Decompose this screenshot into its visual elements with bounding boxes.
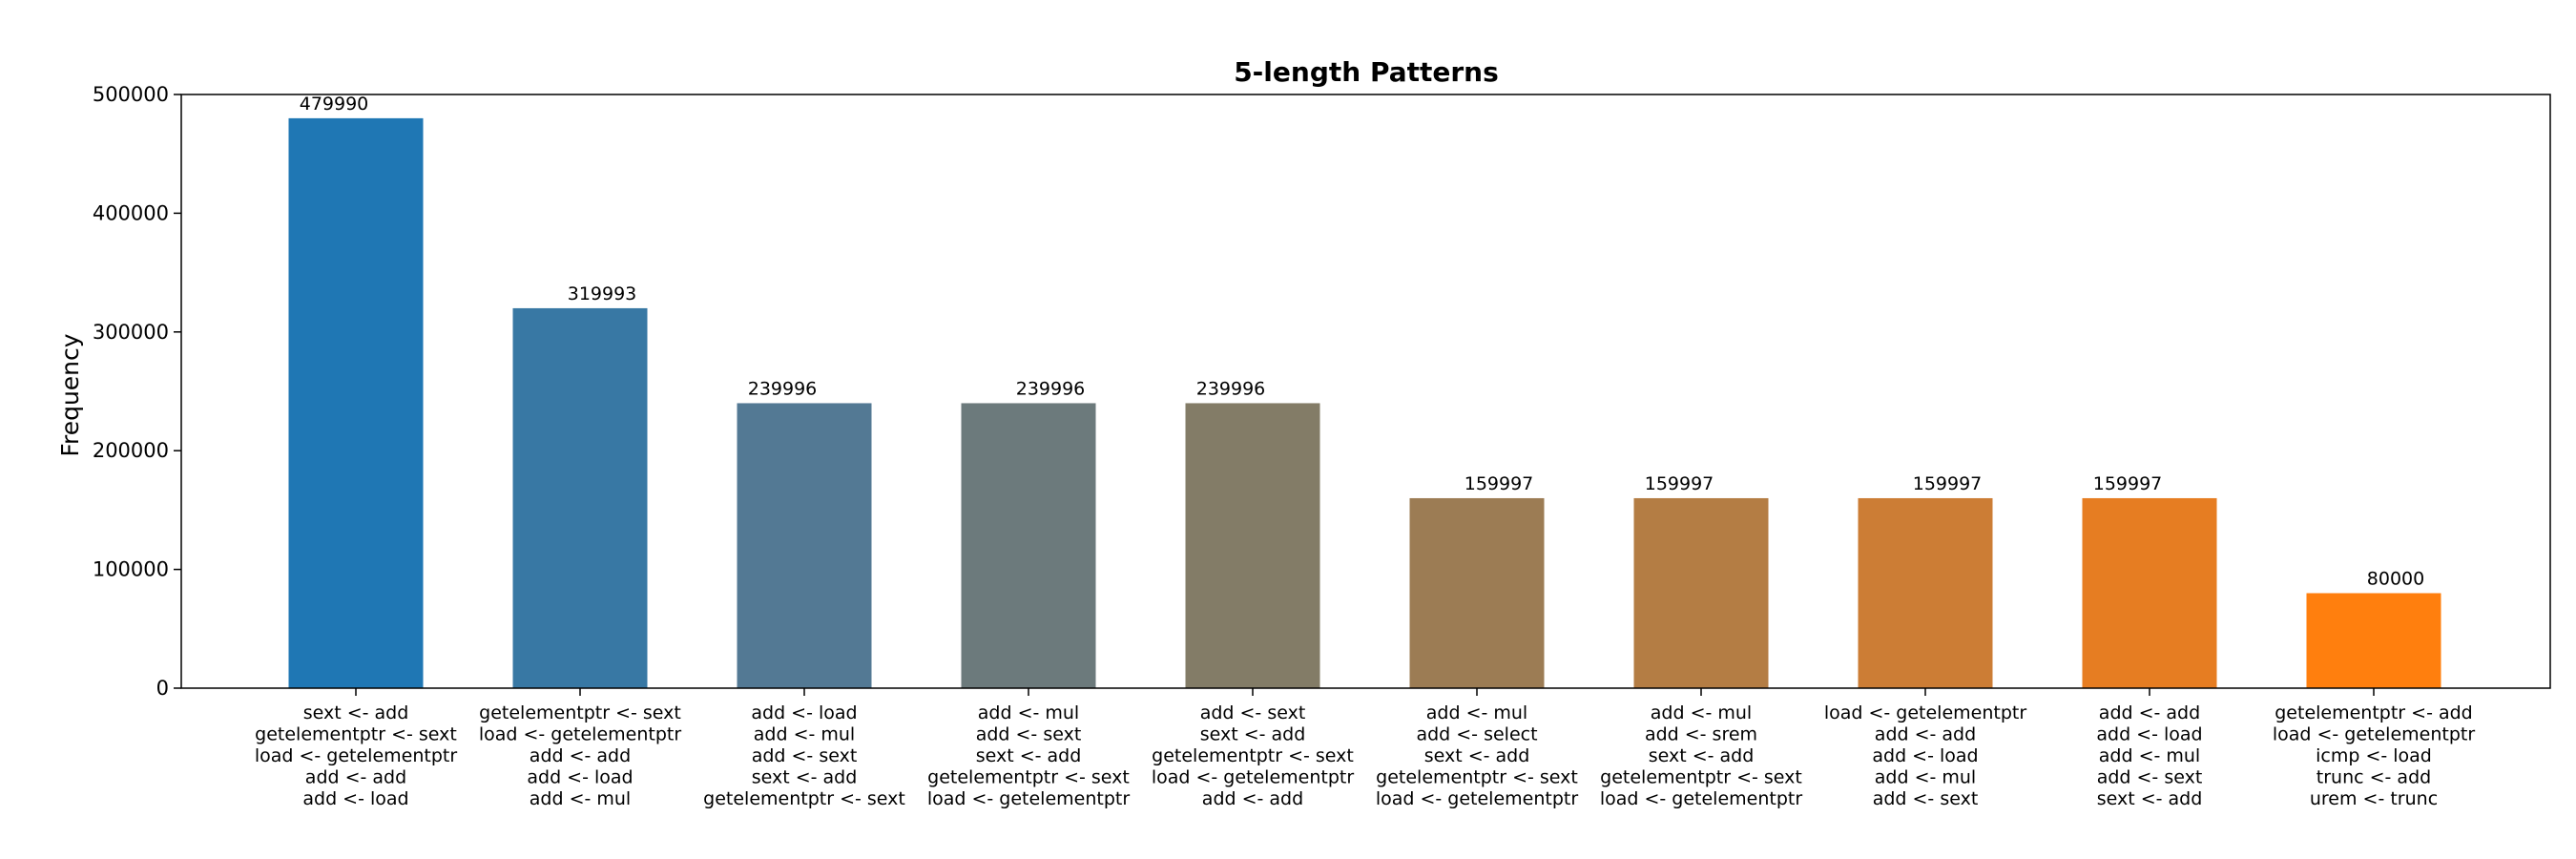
bar-value-label: 239996 (748, 378, 818, 399)
bar-value-label: 239996 (1016, 378, 1086, 399)
bar (1633, 497, 1769, 688)
bar-value-label: 319993 (568, 283, 637, 304)
bar (737, 403, 872, 688)
plot-frame (180, 94, 2551, 689)
bar-value-label: 159997 (2093, 473, 2163, 494)
bar (2306, 593, 2441, 688)
x-tick-label: add <- mul add <- srem sext <- add geteleme… (1600, 702, 1803, 809)
bar (512, 307, 648, 688)
bar-value-label: 159997 (1913, 473, 1983, 494)
bar-value-label: 239996 (1196, 378, 1266, 399)
chart-title: 5-length Patterns (1234, 56, 1499, 88)
bar (288, 117, 424, 688)
bar (1185, 403, 1320, 688)
bar (2082, 497, 2217, 688)
x-tick-label: add <- add add <- load add <- mul add <- se… (2096, 702, 2202, 809)
bar-value-label: 80000 (2367, 568, 2424, 589)
x-tick-label: add <- load add <- mul add <- sext sext <- … (703, 702, 905, 809)
bar-value-label: 159997 (1645, 473, 1714, 494)
x-tick-label: getelementptr <- sext load <- getelementp… (479, 702, 682, 809)
x-tick-label: sext <- add getelementptr <- sext load <- … (255, 702, 458, 809)
y-tick-label: 0 (156, 677, 169, 700)
bar-value-label: 159997 (1465, 473, 1534, 494)
x-tick-label: load <- getelementptr add <- add add <- lo… (1824, 702, 2027, 809)
x-tick-label: add <- mul add <- select sext <- add getele… (1376, 702, 1579, 809)
y-axis-label: Frequency (56, 333, 84, 456)
bar (961, 403, 1096, 688)
y-tick-label: 400000 (93, 201, 169, 224)
bar (1409, 497, 1545, 688)
y-tick-label: 100000 (93, 558, 169, 581)
bar-value-label: 479990 (300, 94, 369, 115)
y-tick-label: 300000 (93, 321, 169, 344)
x-tick-label: getelementptr <- add load <- getelementpt… (2273, 702, 2476, 809)
x-tick-label: add <- mul add <- sext sext <- add geteleme… (927, 702, 1131, 809)
x-tick-label: add <- sext sext <- add getelementptr <- s… (1152, 702, 1355, 809)
y-tick-label: 500000 (93, 83, 169, 106)
bar (1858, 497, 1993, 688)
y-tick-label: 200000 (93, 439, 169, 462)
